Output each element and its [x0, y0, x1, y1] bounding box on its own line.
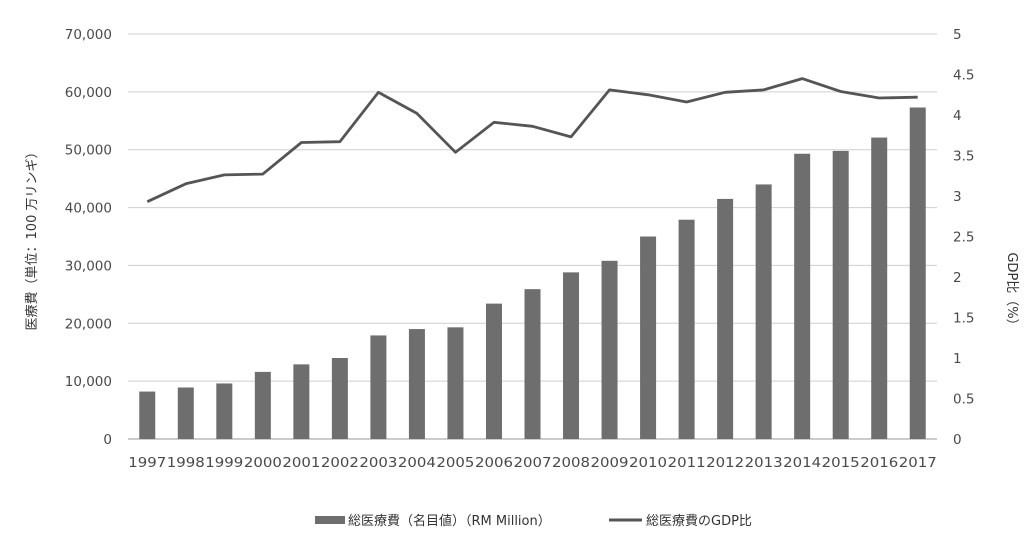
- x-axis-tick-label: 2009: [591, 456, 629, 471]
- x-axis-tick-label: 2008: [552, 456, 590, 471]
- bar: [640, 236, 657, 439]
- x-axis-tick-label: 2003: [359, 456, 397, 471]
- x-axis-tick-label: 1998: [167, 456, 205, 471]
- right-axis-tick-label: 1: [953, 351, 962, 367]
- left-axis-tick-label: 10,000: [65, 374, 112, 390]
- right-axis-tick-label: 2: [953, 270, 962, 286]
- right-axis-tick-label: 3.5: [953, 149, 974, 165]
- left-axis-tick-label: 70,000: [65, 27, 112, 43]
- x-axis-tick-label: 2017: [899, 456, 937, 471]
- bar: [254, 371, 271, 439]
- bar: [909, 107, 926, 439]
- bar: [563, 272, 580, 439]
- x-axis-tick-label: 2013: [745, 456, 783, 471]
- bar: [447, 327, 464, 439]
- bar: [717, 198, 734, 439]
- right-axis-tick-label: 0.5: [953, 392, 974, 408]
- right-axis-tick-label: 1.5: [953, 311, 974, 327]
- legend-label-line: 総医療費のGDP比: [646, 514, 752, 529]
- bar: [794, 153, 811, 439]
- bar: [139, 391, 156, 439]
- left-axis-tick-label: 30,000: [65, 258, 112, 274]
- legend-label-bar: 総医療費（名目値）（RM Million）: [348, 513, 551, 529]
- bar: [370, 335, 387, 439]
- left-axis-tick-label: 50,000: [65, 143, 112, 159]
- bar: [408, 329, 425, 439]
- x-axis-tick-label: 2002: [321, 456, 359, 471]
- right-axis-tick-label: 0: [953, 432, 962, 448]
- left-axis-ticks: 0 10,000 20,000 30,000 40,000 50,000 60,000 70,…: [65, 27, 112, 448]
- x-axis-tick-label: 2014: [783, 456, 821, 471]
- bar: [755, 184, 772, 439]
- x-axis-tick-label: 2000: [244, 456, 282, 471]
- x-axis-tick-label: 2015: [822, 456, 860, 471]
- bar: [601, 260, 618, 439]
- left-axis-tick-label: 60,000: [65, 85, 112, 101]
- right-axis-title: GDP比（%）: [1004, 252, 1019, 331]
- legend-swatch-bar: [315, 516, 345, 524]
- left-axis-tick-label: 40,000: [65, 201, 112, 217]
- right-axis-tick-label: 4.5: [953, 68, 974, 84]
- x-axis-tick-label: 2011: [668, 456, 706, 471]
- bar: [216, 383, 233, 439]
- x-axis-tick-label: 2016: [860, 456, 898, 471]
- line-series: [146, 77, 918, 203]
- bar: [177, 387, 194, 439]
- bar: [678, 219, 695, 439]
- left-axis-tick-label: 0: [103, 432, 112, 448]
- legend: 総医療費（名目値）（RM Million） 総医療費のGDP比: [315, 513, 752, 529]
- bar: [832, 150, 849, 439]
- bar: [485, 303, 502, 439]
- x-axis-tick-label: 2004: [398, 456, 436, 471]
- right-axis-tick-label: 2.5: [953, 230, 974, 246]
- x-axis-tick-label: 2005: [436, 456, 474, 471]
- bar-series: [139, 107, 926, 440]
- left-axis-tick-label: 20,000: [65, 316, 112, 332]
- x-axis-tick-label: 2012: [706, 456, 744, 471]
- right-axis-tick-label: 4: [953, 108, 962, 124]
- right-axis-tick-label: 5: [953, 27, 962, 43]
- bar: [293, 364, 310, 439]
- x-axis-tick-label: 2007: [514, 456, 552, 471]
- bar: [331, 358, 348, 439]
- right-axis-tick-label: 3: [953, 189, 962, 205]
- x-axis-tick-label: 2010: [629, 456, 667, 471]
- x-axis-tick-label: 1997: [128, 456, 166, 471]
- x-axis-tick-label: 2001: [282, 456, 320, 471]
- x-axis-tick-label: 2006: [475, 456, 513, 471]
- bar: [871, 137, 888, 440]
- gdp-ratio-line: [146, 77, 918, 203]
- right-axis-ticks: 0 0.5 1 1.5 2 2.5 3 3.5 4 4.5 5: [953, 27, 974, 448]
- x-axis-ticks: 1997 1998 1999 2000 2001 2002 2003 2004 2005 2006…: [128, 456, 936, 471]
- bar: [524, 289, 541, 439]
- left-axis-title: 医療費（単位：100 万リンギ）: [24, 146, 40, 331]
- x-axis-tick-label: 1999: [205, 456, 243, 471]
